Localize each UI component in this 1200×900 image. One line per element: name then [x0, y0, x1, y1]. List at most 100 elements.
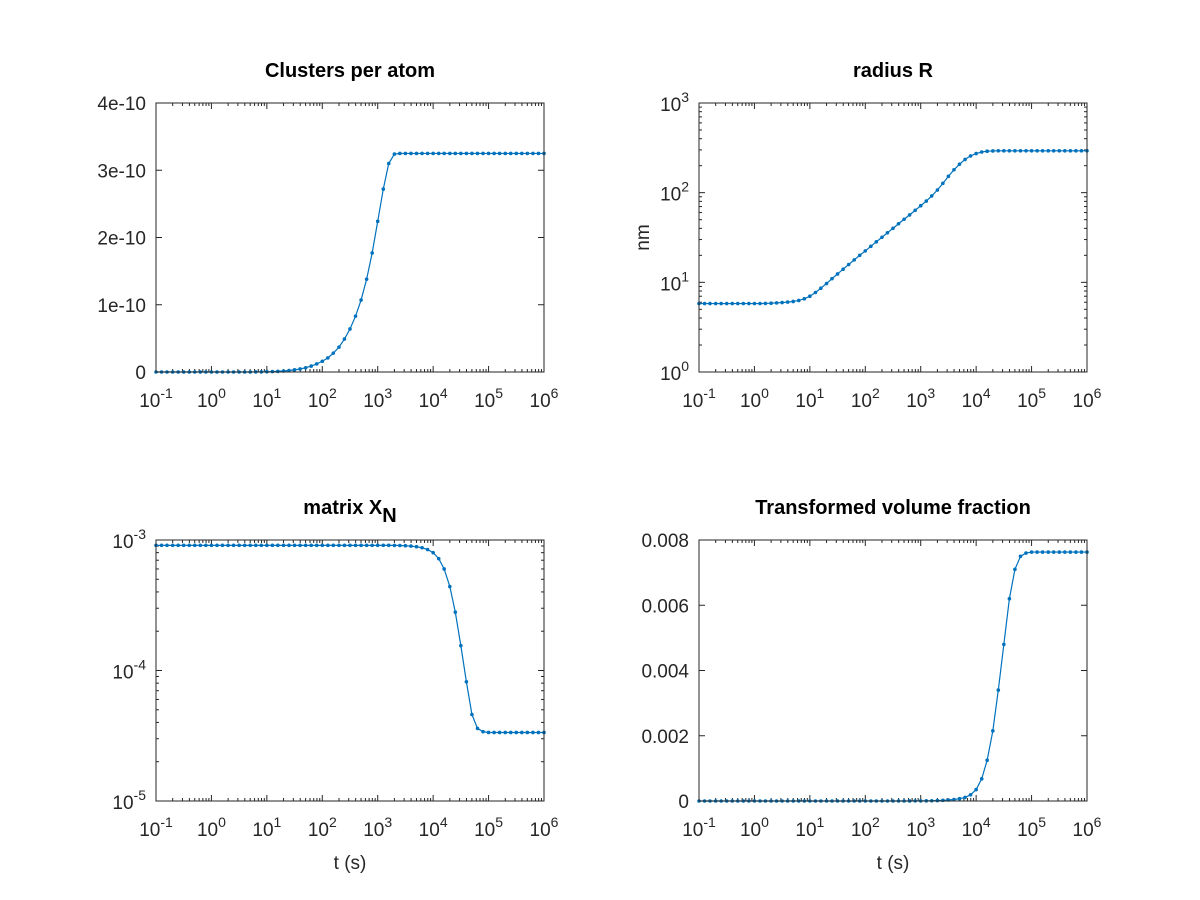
data-point [409, 151, 413, 156]
x-tick-label: 100 [197, 385, 226, 412]
data-point [253, 543, 258, 548]
data-point [276, 369, 280, 374]
data-point [276, 543, 280, 548]
subplot-3: 10-1 100 101 102 103 104 105 10610-510-410-3mat… [112, 497, 558, 874]
data-point [398, 543, 402, 548]
data-point [453, 610, 458, 614]
data-point [1068, 149, 1073, 153]
y-tick-label: 4e-10 [97, 94, 146, 115]
data-point [991, 149, 995, 153]
data-point [198, 543, 203, 548]
data-point [835, 272, 840, 276]
data-point [326, 543, 330, 548]
data-point [331, 543, 336, 548]
data-point [985, 149, 989, 153]
data-point [381, 543, 386, 548]
y-tick-label-base: 10 [112, 532, 133, 553]
data-point [1029, 149, 1034, 153]
data-point [514, 151, 519, 156]
data-point [459, 151, 463, 156]
data-point [1007, 596, 1012, 601]
data-point [536, 730, 541, 735]
x-tick-label-exponent: 0 [761, 385, 769, 401]
x-tick-label-base: 10 [252, 820, 273, 841]
data-point [713, 301, 718, 306]
y-tick-label: 10-5 [112, 787, 146, 814]
data-point [508, 730, 513, 735]
x-tick-label: 102 [851, 814, 880, 841]
data-point [763, 301, 768, 306]
y-tick-label: 10-4 [112, 657, 146, 684]
data-point [520, 730, 524, 735]
x-tick-label-exponent: -1 [160, 814, 173, 830]
data-point [242, 543, 247, 548]
chart-title: radius R [853, 60, 934, 82]
data-point [979, 150, 984, 154]
x-tick-label-base: 10 [1073, 820, 1094, 841]
y-tick-label: 101 [660, 268, 689, 295]
data-point [442, 151, 446, 156]
y-tick-label-exponent: -3 [134, 526, 147, 542]
data-point [414, 544, 419, 549]
y-tick-label: 0.002 [641, 727, 689, 748]
x-tick-label-exponent: -1 [703, 385, 716, 401]
y-tick-label-exponent: 3 [681, 89, 689, 105]
data-point [957, 162, 962, 166]
data-point [292, 543, 297, 548]
y-tick-label: 2e-10 [97, 229, 146, 250]
x-tick-label-base: 10 [308, 391, 329, 412]
y-tick-label-exponent: 1 [681, 268, 689, 284]
x-tick-label-exponent: 5 [495, 814, 503, 830]
data-point [303, 365, 308, 370]
chart-title-text: Transformed volume fraction [755, 497, 1031, 519]
data-point [420, 545, 424, 550]
x-tick-label: 105 [1017, 385, 1046, 412]
subplot-2: 10-1 100 101 102 103 104 105 106100101102103rad… [633, 60, 1102, 412]
data-point [780, 300, 784, 305]
x-tick-label: 105 [1017, 814, 1046, 841]
data-point [1051, 149, 1056, 153]
x-tick-label: 105 [474, 385, 503, 412]
data-point [774, 301, 779, 305]
data-point [852, 258, 856, 262]
data-point [486, 151, 491, 156]
data-point [159, 543, 164, 548]
data-point [752, 301, 757, 306]
data-point [215, 543, 219, 548]
data-point [846, 262, 851, 267]
data-point [353, 543, 358, 548]
chart-title-text: radius R [853, 60, 934, 82]
data-point [952, 167, 956, 172]
y-tick-label-exponent: -4 [134, 657, 147, 673]
data-point [785, 300, 790, 304]
data-point [187, 543, 192, 548]
data-point [525, 730, 530, 735]
data-point [968, 154, 973, 158]
data-point [1079, 149, 1084, 153]
y-tick-label-exponent: 2 [681, 179, 689, 195]
x-tick-label: 102 [851, 385, 880, 412]
data-point [220, 543, 225, 548]
data-point [342, 543, 347, 548]
x-tick-label: 104 [419, 385, 448, 412]
data-point [896, 221, 901, 226]
x-tick-label-exponent: 5 [1038, 814, 1046, 830]
data-point [841, 267, 845, 272]
data-point [226, 543, 230, 548]
y-tick-label-base: 10 [112, 663, 133, 684]
data-point [464, 679, 469, 684]
data-point [436, 556, 441, 561]
data-point [536, 151, 541, 156]
x-tick-label-exponent: -1 [703, 814, 716, 830]
data-point [918, 203, 923, 208]
data-point [1074, 149, 1078, 153]
y-tick-label: 0.008 [641, 531, 689, 552]
data-point [974, 787, 978, 792]
data-point [281, 543, 286, 548]
y-tick-label-base: 10 [112, 793, 133, 814]
x-tick-label: 100 [740, 814, 769, 841]
data-point [292, 368, 297, 372]
data-point [1063, 149, 1067, 153]
x-tick-label-exponent: 2 [329, 385, 337, 401]
data-point [874, 240, 879, 244]
